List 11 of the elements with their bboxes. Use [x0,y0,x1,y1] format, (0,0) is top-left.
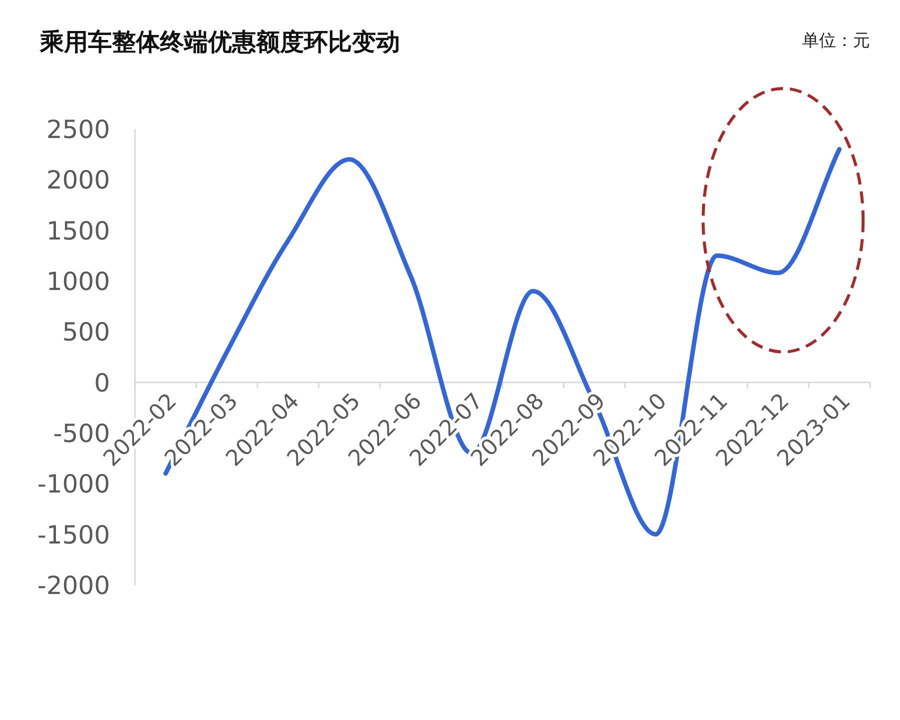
y-tick-label: 500 [62,318,110,347]
text: 单位：元 [802,31,870,51]
y-tick-label: -2000 [37,571,110,600]
y-tick-label: 0 [94,368,110,398]
y-tick-label: -1000 [37,470,110,499]
chart-title: 乘用车整体终端优惠额度环比变动 [39,28,400,56]
y-tick-label: 1500 [46,216,110,246]
y-tick-label: 2000 [46,166,110,195]
y-tick-label: -1500 [37,520,110,550]
y-tick-label: 1000 [46,267,110,296]
y-tick-label: 2500 [46,115,110,144]
